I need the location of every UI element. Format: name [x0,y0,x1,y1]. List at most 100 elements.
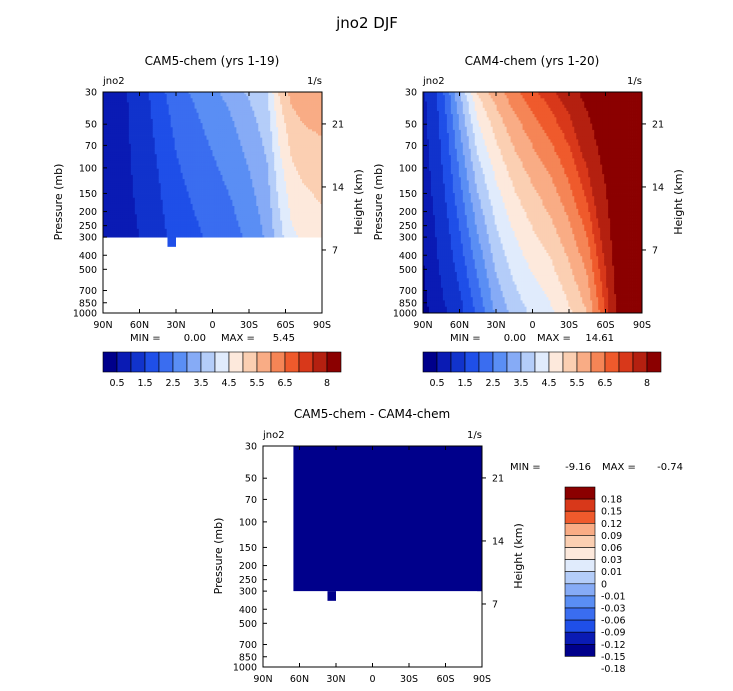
field-cell [204,203,207,207]
field-cell [140,110,144,114]
field-cell [146,102,150,105]
field-cell [118,118,122,122]
field-cell [212,127,215,130]
field-cell [220,189,223,192]
field-cell [198,125,201,128]
field-cell [162,208,166,211]
field-cell [168,152,172,155]
field-cell [154,156,158,159]
field-cell [103,156,106,159]
field-cell [198,199,201,203]
field-cell [180,193,184,197]
field-cell [134,118,138,122]
field-cell [152,208,156,211]
field-cell [124,214,128,217]
field-cell [182,216,186,219]
field-cell [198,172,201,176]
field-cell [176,127,180,130]
field-cell [214,197,217,201]
field-cell [192,199,195,203]
field-cell [128,191,132,194]
field-cell [118,232,122,236]
field-cell [120,191,124,194]
field-cell [190,177,193,180]
field-cell [154,162,158,165]
field-cell [124,116,128,120]
field-cell [222,185,225,188]
field-cell [138,185,142,188]
field-cell [122,135,126,139]
field-cell [168,129,172,132]
field-cell [112,139,116,143]
field-cell [196,137,199,141]
field-cell [136,197,140,201]
field-cell [104,193,108,197]
field-cell [178,121,182,124]
field-cell [162,189,166,192]
field-cell [122,102,126,105]
panel-1-field [103,92,322,247]
field-cell [186,108,190,112]
field-cell [216,222,219,226]
field-cell [206,110,209,114]
field-cell [212,170,215,174]
field-cell [106,98,110,101]
field-cell [210,177,213,180]
field-cell [126,164,130,168]
field-cell [116,220,120,223]
field-cell [192,191,195,194]
field-cell [112,164,116,168]
field-cell [124,92,128,95]
field-cell [238,220,241,223]
field-cell [103,174,106,178]
field-cell [172,212,176,215]
field-cell [210,203,213,207]
field-cell [108,206,112,209]
field-cell [114,199,118,203]
field-cell [158,197,162,201]
field-cell [152,222,156,226]
field-cell [134,94,138,97]
field-cell [220,114,223,118]
field-cell [126,222,130,226]
field-cell [190,158,193,161]
field-cell [232,177,235,180]
field-cell [216,214,219,217]
field-cell [192,106,195,109]
field-cell [106,162,110,165]
field-cell [202,133,205,136]
field-cell [126,199,130,203]
field-cell [112,108,116,112]
field-cell [106,172,110,176]
field-cell [236,133,239,136]
field-cell [190,170,193,174]
field-cell [118,172,122,176]
field-cell [222,104,225,107]
field-cell [200,220,203,223]
field-cell [138,110,142,114]
field-cell [142,212,146,215]
field-cell [176,185,180,188]
field-cell [126,102,130,105]
field-cell [180,106,184,109]
field-cell [190,210,193,213]
field-cell [196,177,199,180]
field-cell [232,152,235,155]
field-cell [162,114,166,118]
field-cell [166,232,170,236]
field-cell [210,174,213,178]
field-cell [224,199,227,203]
field-cell [132,170,136,174]
field-cell [118,143,122,147]
field-cell [110,193,114,197]
field-cell [206,102,209,105]
field-cell [198,145,201,149]
field-cell [232,145,235,149]
field-cell [142,203,146,207]
field-cell [214,100,217,103]
field-cell [138,226,142,230]
field-cell [134,235,138,238]
field-cell [230,108,233,112]
field-cell [176,96,180,99]
field-cell [204,201,207,205]
